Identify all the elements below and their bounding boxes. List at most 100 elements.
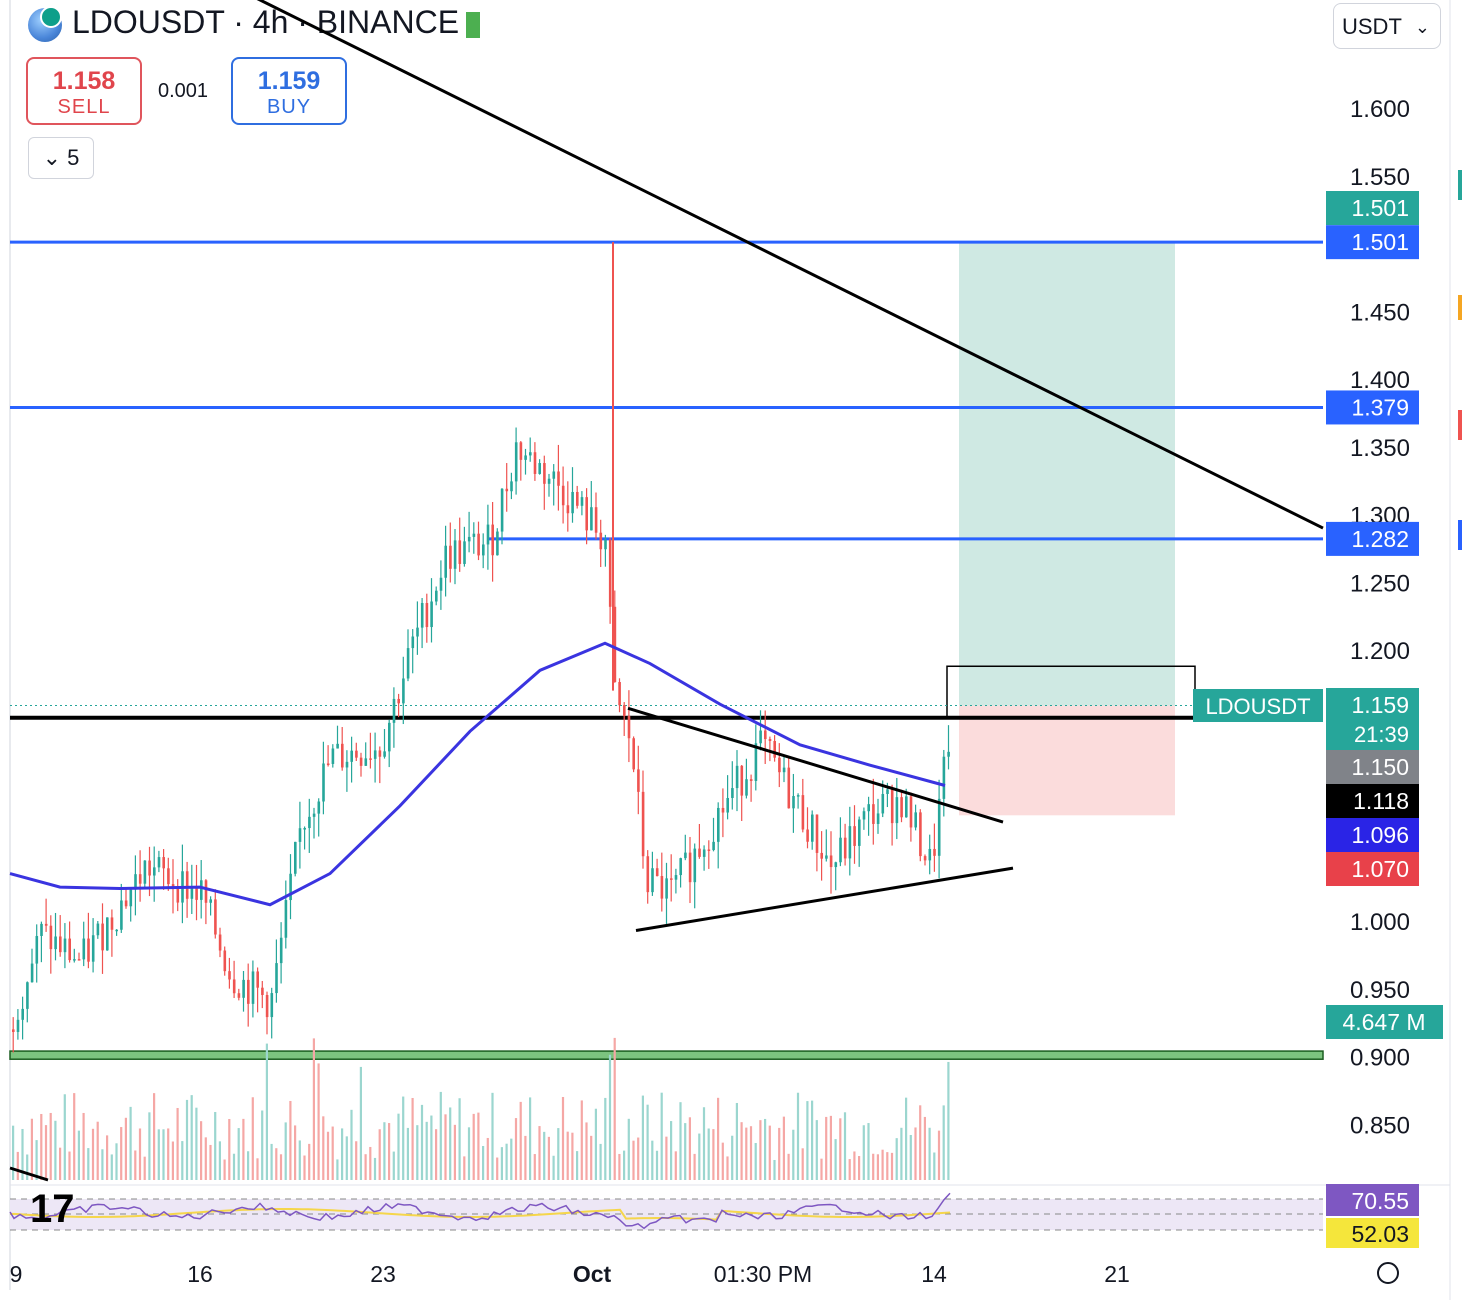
candle-body: [200, 880, 203, 900]
candle-body: [702, 849, 706, 857]
candle-body: [49, 925, 53, 950]
candle-body: [707, 849, 711, 851]
rsi-ma-label-bg: [1326, 1218, 1419, 1248]
volume-bar: [538, 1126, 541, 1180]
candle-body: [397, 698, 400, 704]
volume-bar: [26, 1154, 29, 1180]
price-label-bg: [1326, 852, 1419, 886]
volume-bar: [209, 1144, 212, 1180]
candle-body: [30, 963, 34, 983]
volume-bar: [900, 1127, 903, 1180]
moving-average-line: [9, 641, 946, 907]
volume-bar: [496, 1157, 499, 1180]
candle-body: [811, 814, 814, 842]
volume-bar: [162, 1129, 165, 1180]
candle-body: [167, 868, 170, 885]
volume-bar: [167, 1128, 170, 1180]
candle-body: [641, 791, 645, 857]
volume-bar: [806, 1101, 809, 1180]
candle-body: [754, 743, 758, 781]
volume-bar: [670, 1121, 673, 1180]
volume-bar: [242, 1118, 245, 1180]
volume-bar: [388, 1123, 391, 1180]
candle-body: [388, 722, 391, 752]
volume-bar: [378, 1129, 381, 1180]
candle-body: [745, 779, 748, 796]
candle-body: [749, 779, 753, 781]
candle-body: [933, 848, 936, 856]
indicators-toggle-button[interactable]: ⌄ 5: [28, 137, 94, 179]
candle-body: [218, 934, 222, 951]
candle-body: [561, 485, 565, 506]
side-strip-green: [1458, 170, 1462, 200]
candle-body: [312, 813, 316, 817]
volume-bar: [829, 1115, 832, 1180]
currency-select[interactable]: USDT ⌄: [1333, 3, 1441, 49]
volume-bar: [449, 1107, 452, 1180]
volume-bar: [482, 1145, 485, 1180]
volume-bar: [190, 1095, 193, 1180]
candle-body: [886, 789, 889, 794]
volume-bar: [228, 1118, 231, 1180]
volume-bar: [68, 1151, 71, 1180]
volume-bar: [345, 1136, 348, 1180]
volume-bar: [693, 1153, 696, 1180]
candle-body: [867, 804, 870, 812]
candle-body: [684, 852, 687, 859]
candle-body: [261, 987, 264, 996]
y-tick-label: 1.250: [1350, 570, 1410, 597]
candle-body: [670, 878, 673, 880]
volume-bar: [773, 1159, 776, 1180]
candle-body: [872, 804, 875, 824]
x-tick-label: 01:30 PM: [714, 1261, 812, 1287]
volume-bar: [435, 1129, 438, 1180]
volume-bar: [764, 1118, 767, 1180]
price-label-bg: [1326, 784, 1419, 818]
volume-bar: [731, 1135, 734, 1180]
volume-bar: [872, 1153, 875, 1180]
candle-body: [326, 763, 330, 765]
volume-bar: [101, 1149, 104, 1180]
volume-bar: [881, 1149, 884, 1180]
volume-bar: [820, 1158, 823, 1180]
volume-bar: [914, 1127, 917, 1180]
flag-icon[interactable]: [466, 12, 480, 38]
candle-body: [190, 886, 194, 899]
candle-body: [590, 507, 593, 531]
candle-body: [679, 858, 682, 876]
candle-body: [533, 452, 537, 474]
volume-bar: [937, 1130, 941, 1180]
sell-button[interactable]: 1.158 SELL: [26, 57, 142, 125]
volume-bar: [359, 1066, 362, 1180]
candle-body: [204, 880, 208, 903]
volume-bar: [237, 1128, 240, 1180]
volume-bar: [77, 1130, 80, 1180]
buy-button[interactable]: 1.159 BUY: [231, 57, 347, 125]
y-tick-label: 1.400: [1350, 367, 1410, 394]
volume-bar: [942, 1105, 945, 1180]
candle-body: [298, 828, 302, 842]
candle-body: [430, 601, 433, 628]
candle-body: [942, 756, 946, 799]
candle-body: [923, 856, 927, 861]
triangle-lower-trendline: [635, 866, 1014, 932]
x-tick-label: 23: [370, 1261, 396, 1287]
volume-bar: [204, 1137, 207, 1180]
candle-body: [153, 867, 156, 876]
candle-body: [185, 871, 189, 899]
volume-bar: [416, 1125, 419, 1180]
volume-bar: [12, 1125, 15, 1180]
chart-title[interactable]: LDOUSDT · 4h · BINANCE: [72, 4, 460, 40]
volume-bar: [106, 1135, 109, 1180]
price-label: 1.070: [1351, 856, 1409, 882]
candle-body: [566, 505, 570, 514]
volume-label-bg: [1326, 1005, 1443, 1039]
countdown-label: 21:39: [1354, 722, 1409, 747]
candle-body: [247, 979, 250, 1004]
volume-bar: [688, 1117, 691, 1180]
volume-bar: [195, 1107, 198, 1180]
volume-bar: [16, 1151, 19, 1180]
volume-bar: [811, 1100, 814, 1180]
volume-bar: [684, 1123, 687, 1180]
